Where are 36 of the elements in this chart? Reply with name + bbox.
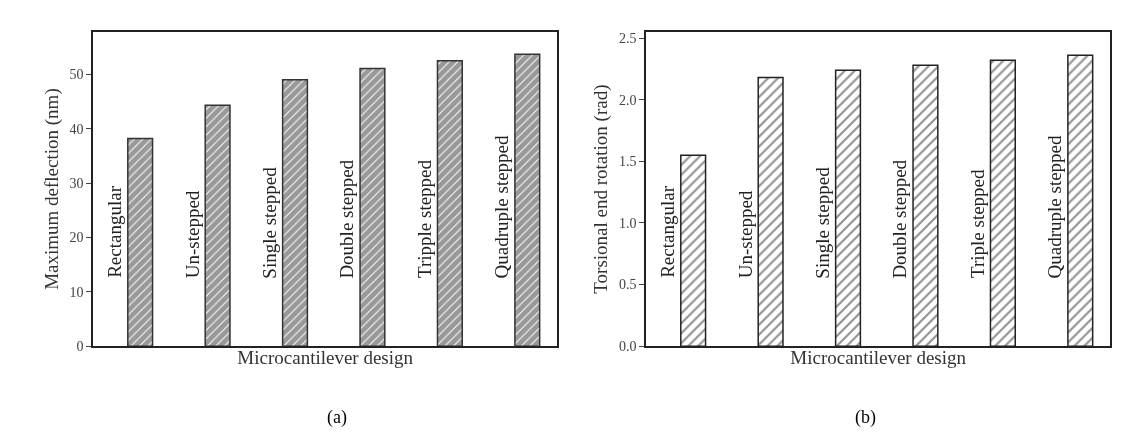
y-tick-label: 0.5 — [618, 277, 637, 293]
x-tick-label: Un-stepped — [734, 190, 756, 279]
x-tick-label: Un-stepped — [181, 190, 203, 279]
x-axis-title: Microcantilever design — [237, 347, 414, 369]
text: (a) — [327, 407, 347, 428]
x-tick-label: Triple stepped — [966, 168, 988, 279]
y-tick-label: 1.5 — [618, 154, 637, 170]
x-tick-label: Single stepped — [259, 166, 281, 279]
y-axis-title: Maximum deflection (nm) — [40, 88, 63, 290]
x-tick-label: Quadruple stepped — [1044, 134, 1066, 279]
y-tick-label: 2.5 — [618, 31, 637, 47]
y-tick-label: 10 — [69, 284, 84, 300]
x-tick-label: Single stepped — [812, 166, 834, 279]
bar — [204, 104, 231, 347]
y-tick-label: 0.0 — [618, 339, 637, 355]
x-tick-label: Quadruple stepped — [491, 134, 513, 279]
bar — [359, 67, 386, 347]
bar — [436, 60, 463, 347]
bar — [281, 79, 309, 347]
x-tick-label: Double stepped — [889, 159, 911, 279]
y-tick-label: 1.0 — [618, 215, 637, 231]
x-tick-label: Tripple stepped — [413, 159, 435, 279]
bar — [514, 53, 541, 347]
x-tick-label: Rectangular — [104, 185, 126, 278]
x-axis-title: Microcantilever design — [790, 347, 967, 369]
y-tick-label: 20 — [69, 230, 84, 246]
y-tick-label: 50 — [69, 67, 84, 83]
bar — [127, 137, 154, 347]
x-tick-label: Rectangular — [657, 185, 679, 278]
y-tick-label: 40 — [69, 121, 84, 137]
y-axis-title: Torsional end rotation (rad) — [590, 84, 613, 294]
text: (b) — [855, 407, 876, 428]
y-tick-label: 30 — [69, 175, 84, 191]
x-tick-label: Double stepped — [336, 159, 358, 279]
y-tick-label: 0 — [76, 339, 84, 355]
y-tick-label: 2.0 — [618, 92, 637, 108]
